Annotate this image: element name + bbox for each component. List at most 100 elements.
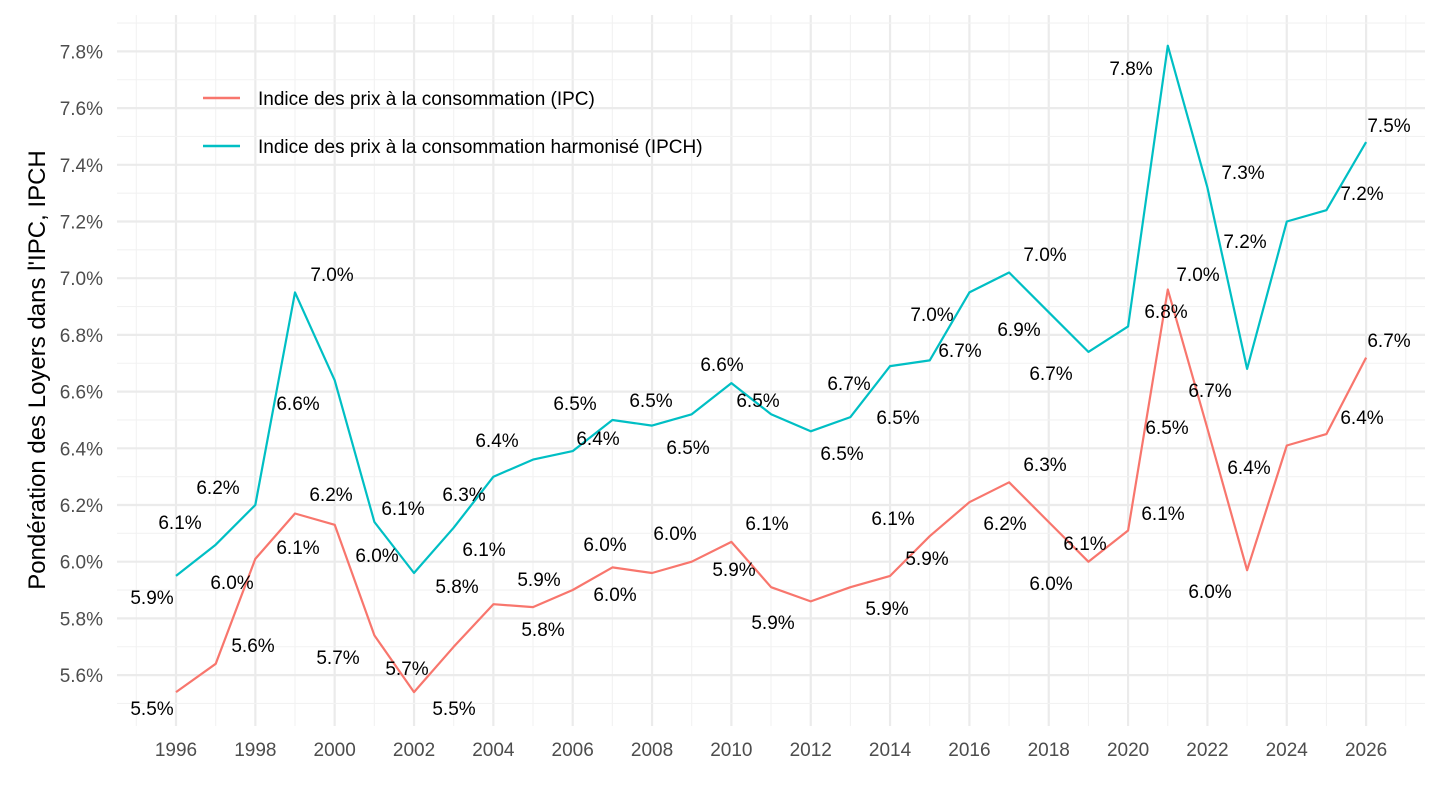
data-label-ipc: 6.0% [593,585,636,606]
data-label-ipch: 7.0% [310,265,353,286]
data-label-ipc: 6.1% [1141,504,1184,525]
data-label-ipc: 6.4% [1227,458,1270,479]
data-label-ipch: 7.0% [1023,245,1066,266]
data-label-ipc: 6.0% [1188,582,1231,603]
x-tick-label: 2018 [1028,740,1070,761]
series-lines [175,44,1368,694]
data-label-ipc: 5.9% [517,570,560,591]
y-tick-label: 6.8% [60,326,103,347]
data-label-ipc: 5.8% [521,620,564,641]
data-label-ipch: 6.9% [997,320,1040,341]
data-label-ipch: 7.2% [1340,184,1383,205]
data-label-ipc: 5.7% [316,648,359,669]
series-line-ipch [175,44,1368,577]
data-label-ipch: 6.1% [381,499,424,520]
y-tick-label: 7.8% [60,42,103,63]
x-tick-label: 2008 [631,740,673,761]
data-label-ipc: 6.3% [1023,455,1066,476]
x-tick-label: 2012 [790,740,832,761]
data-label-ipc: 5.7% [385,659,428,680]
data-label-ipc: 6.7% [1367,331,1410,352]
data-label-ipch: 6.5% [629,391,672,412]
y-tick-label: 6.6% [60,383,103,404]
data-label-ipch: 7.8% [1109,59,1152,80]
data-label-ipch: 6.1% [462,540,505,561]
data-label-ipch: 6.6% [276,394,319,415]
data-label-ipc: 5.9% [751,613,794,634]
x-tick-label: 2016 [948,740,990,761]
data-label-ipc: 6.0% [1029,574,1072,595]
data-label-ipc: 5.9% [905,549,948,570]
data-label-ipch: 6.4% [576,429,619,450]
data-label-ipch: 6.2% [196,478,239,499]
y-axis-title: Pondération des Loyers dans l'IPC, IPCH [24,150,51,589]
data-label-ipch: 6.5% [876,408,919,429]
data-label-ipch: 6.5% [820,444,863,465]
y-tick-label: 5.8% [60,609,103,630]
legend-label-ipc: Indice des prix à la consommation (IPC) [258,89,595,110]
data-label-ipc: 6.5% [1145,418,1188,439]
data-label-ipch: 6.7% [1029,364,1072,385]
x-tick-label: 2026 [1345,740,1387,761]
x-tick-label: 2000 [314,740,356,761]
series-line-ipc [175,288,1368,694]
data-label-ipc: 6.0% [210,573,253,594]
data-label-ipch: 6.5% [553,394,596,415]
data-label-ipch: 7.2% [1223,232,1266,253]
data-label-ipc: 6.0% [583,535,626,556]
grid [117,15,1425,726]
y-tick-label: 6.0% [60,553,103,574]
data-label-ipch: 6.0% [355,546,398,567]
data-label-ipc: 5.8% [435,577,478,598]
y-tick-label: 7.6% [60,99,103,120]
data-label-ipc: 6.1% [745,514,788,535]
x-axis-ticks: 1996 1998 2000 2002 2004 2006 2008 2010 2012 2014… [155,740,1387,761]
data-label-ipch: 6.5% [736,391,779,412]
data-label-ipch: 6.7% [938,341,981,362]
data-label-ipc: 6.2% [983,514,1026,535]
y-axis-ticks: 5.6% 5.8% 6.0% 6.2% 6.4% 6.6% 6.8% 7.0% 7.2% 7.4%… [60,42,103,687]
x-tick-label: 2004 [472,740,515,761]
y-tick-label: 6.2% [60,496,103,517]
x-tick-label: 2006 [552,740,594,761]
x-tick-label: 2022 [1186,740,1228,761]
data-label-ipch: 6.4% [475,431,518,452]
data-label-ipc: 5.6% [231,636,274,657]
data-label-ipch: 7.5% [1367,116,1410,137]
legend: Indice des prix à la consommation (IPC) … [203,89,703,158]
data-label-ipc: 5.5% [432,699,475,720]
data-label-ipch: 6.3% [442,485,485,506]
y-tick-label: 6.4% [60,439,103,460]
data-label-ipc: 5.9% [865,599,908,620]
data-label-ipch: 6.7% [827,374,870,395]
x-tick-label: 2014 [869,740,912,761]
data-label-ipch: 7.0% [910,305,953,326]
legend-label-ipch: Indice des prix à la consommation harmon… [258,137,703,158]
data-label-ipc: 6.1% [1063,534,1106,555]
data-label-ipch: 6.6% [700,355,743,376]
data-label-ipc: 6.1% [276,538,319,559]
data-label-ipch: 6.5% [666,438,709,459]
data-label-ipc: 6.0% [653,524,696,545]
data-label-ipc: 6.4% [1340,408,1383,429]
data-labels: 5.5%5.6%6.0%6.2%6.1%5.7%5.5%5.7%5.8%5.8%… [130,59,1410,720]
y-tick-label: 5.6% [60,666,103,687]
x-tick-label: 1996 [155,740,197,761]
data-label-ipc: 5.5% [130,699,173,720]
y-tick-label: 7.2% [60,213,103,234]
data-label-ipch: 6.7% [1188,381,1231,402]
x-tick-label: 2020 [1107,740,1149,761]
data-label-ipch: 6.1% [158,513,201,534]
data-label-ipc: 6.1% [871,509,914,530]
y-tick-label: 7.0% [60,269,103,290]
data-label-ipc: 7.0% [1176,265,1219,286]
x-tick-label: 2010 [710,740,752,761]
x-tick-label: 2024 [1266,740,1309,761]
y-tick-label: 7.4% [60,156,103,177]
data-label-ipch: 5.9% [130,588,173,609]
x-tick-label: 2002 [393,740,435,761]
data-label-ipc: 6.2% [309,485,352,506]
x-tick-label: 1998 [234,740,276,761]
